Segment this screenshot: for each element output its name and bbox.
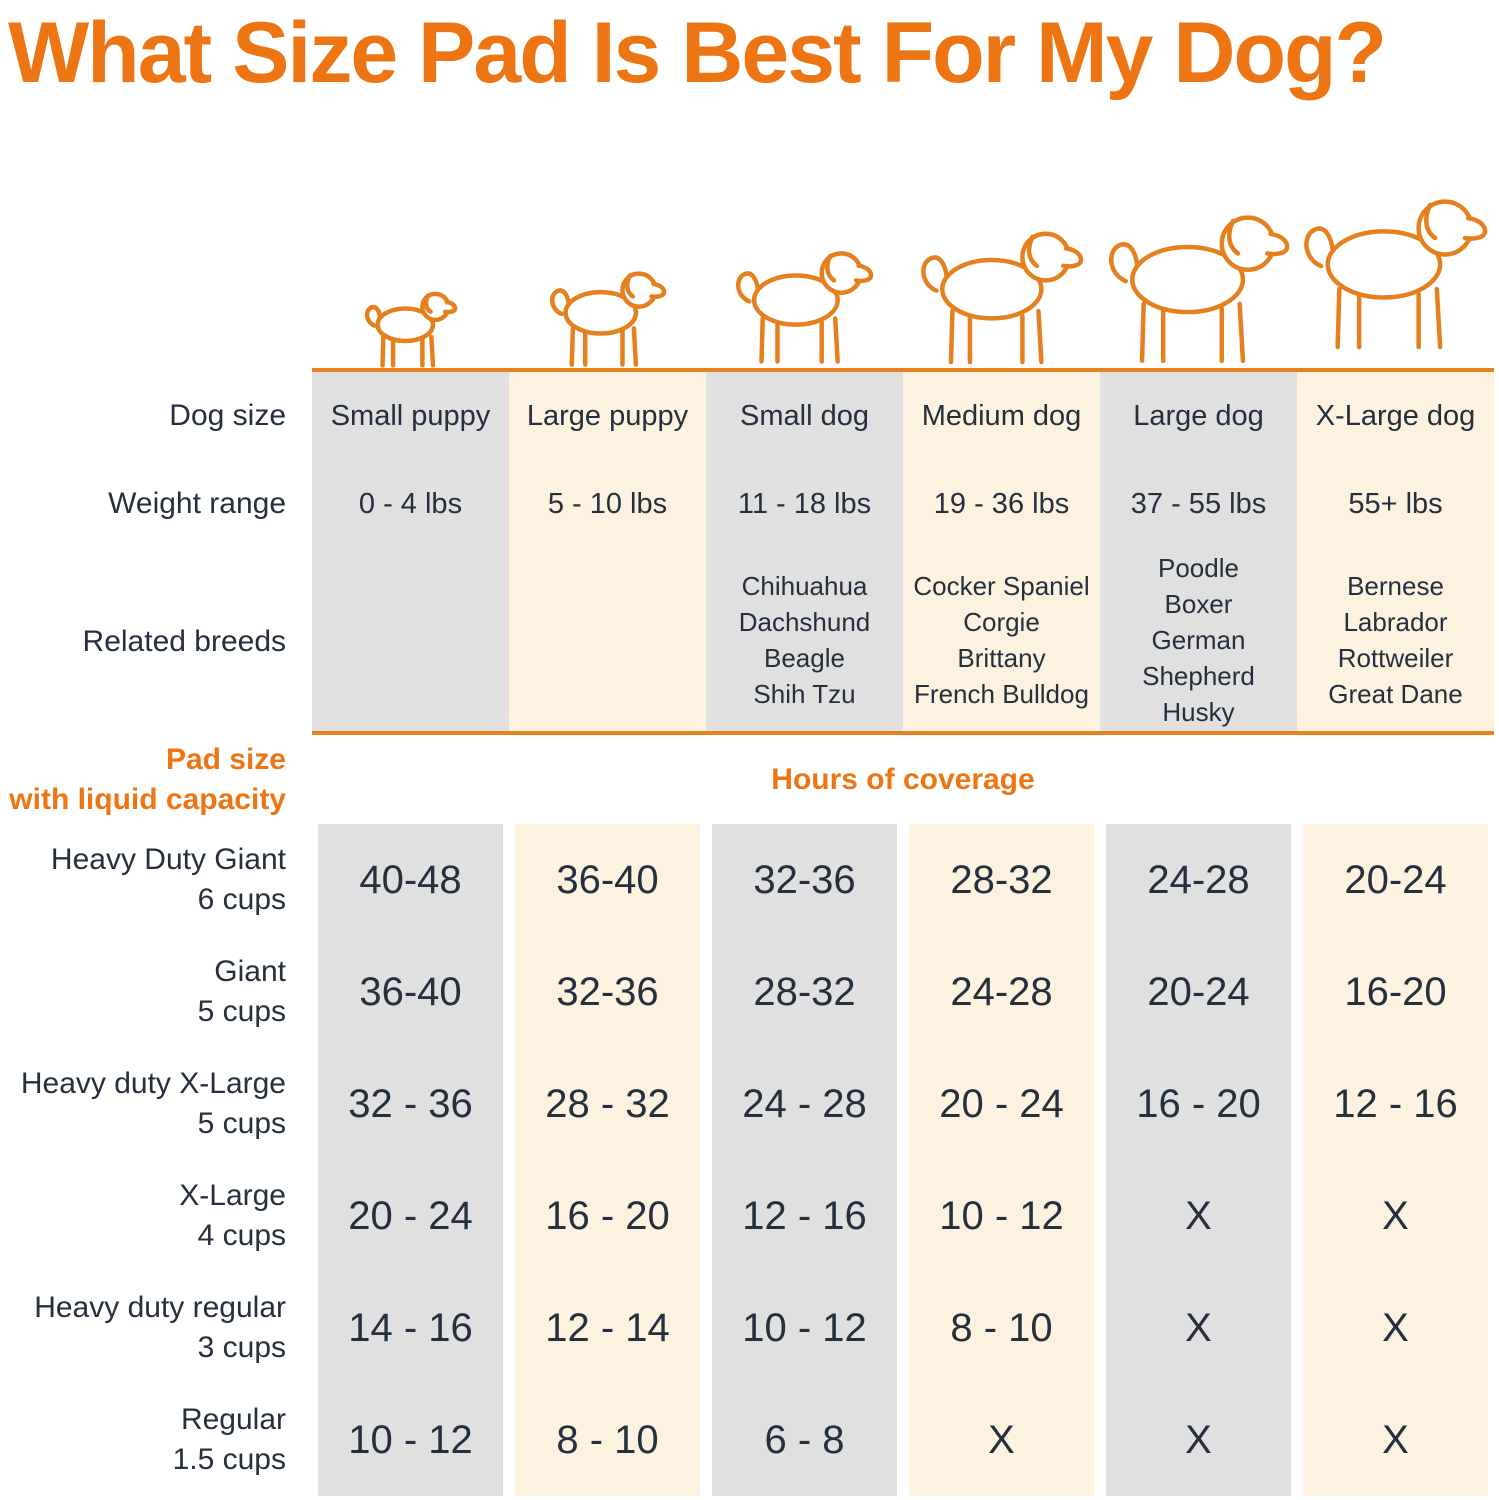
dog-illustrations-row [0, 165, 1494, 372]
pad-row-label: Heavy duty X-Large 5 cups [0, 1048, 312, 1160]
table-row-heavy-duty-x-large: Heavy duty X-Large 5 cups 32 - 36 28 - 3… [0, 1048, 1494, 1160]
table-row-giant: Giant 5 cups 36-40 32-36 28-32 24-28 20-… [0, 936, 1494, 1048]
weight-cell: 55+ lbs [1297, 460, 1494, 548]
coverage-cell: 36-40 [312, 936, 509, 1048]
weight-cell: 5 - 10 lbs [509, 460, 706, 548]
breeds-cell: Chihuahua Dachshund Beagle Shih Tzu [706, 548, 903, 735]
pad-row-label: Regular 1.5 cups [0, 1384, 312, 1496]
coverage-cell: X [1297, 1160, 1494, 1272]
coverage-cell: 36-40 [509, 824, 706, 936]
coverage-cell: 14 - 16 [312, 1272, 509, 1384]
coverage-cell: 20 - 24 [312, 1160, 509, 1272]
coverage-cell: 24-28 [903, 936, 1100, 1048]
related-breeds-row: Related breeds Chihuahua Dachshund Beagl… [0, 548, 1494, 735]
column-header-small-dog: Small dog [706, 372, 903, 460]
coverage-cell: X [1100, 1160, 1297, 1272]
coverage-cell: 12 - 16 [1297, 1048, 1494, 1160]
coverage-cell: 32 - 36 [312, 1048, 509, 1160]
coverage-cell: 32-36 [509, 936, 706, 1048]
coverage-cell: 24 - 28 [706, 1048, 903, 1160]
row-label-related-breeds: Related breeds [0, 548, 312, 735]
coverage-cell: 20-24 [1100, 936, 1297, 1048]
coverage-cell: 24-28 [1100, 824, 1297, 936]
section-header-row: Pad size with liquid capacity Hours of c… [0, 735, 1494, 824]
dog-size-row: Dog size Small puppy Large puppy Small d… [0, 372, 1494, 460]
small-puppy-icon [363, 288, 459, 368]
coverage-cell: X [1100, 1384, 1297, 1496]
table-row-heavy-duty-regular: Heavy duty regular 3 cups 14 - 16 12 - 1… [0, 1272, 1494, 1384]
size-table: Dog size Small puppy Large puppy Small d… [0, 165, 1494, 1496]
breeds-cell [509, 548, 706, 735]
column-header-small-puppy: Small puppy [312, 372, 509, 460]
column-header-large-puppy: Large puppy [509, 372, 706, 460]
x-large-dog-icon [1298, 174, 1493, 368]
coverage-cell: 20-24 [1297, 824, 1494, 936]
pad-row-label: Heavy Duty Giant 6 cups [0, 824, 312, 936]
coverage-cell: 8 - 10 [509, 1384, 706, 1496]
coverage-cell: X [1297, 1384, 1494, 1496]
weight-cell: 19 - 36 lbs [903, 460, 1100, 548]
coverage-cell: X [1100, 1272, 1297, 1384]
hours-of-coverage-header: Hours of coverage [312, 735, 1494, 824]
coverage-cell: 28-32 [706, 936, 903, 1048]
weight-cell: 0 - 4 lbs [312, 460, 509, 548]
coverage-cell: 12 - 14 [509, 1272, 706, 1384]
table-row-x-large: X-Large 4 cups 20 - 24 16 - 20 12 - 16 1… [0, 1160, 1494, 1272]
small-dog-icon [732, 242, 877, 368]
column-header-medium-dog: Medium dog [903, 372, 1100, 460]
breeds-cell [312, 548, 509, 735]
pad-row-label: Giant 5 cups [0, 936, 312, 1048]
coverage-cell: 28-32 [903, 824, 1100, 936]
breeds-cell: Poodle Boxer German Shepherd Husky [1100, 548, 1297, 735]
coverage-cell: 10 - 12 [706, 1272, 903, 1384]
column-header-x-large-dog: X-Large dog [1297, 372, 1494, 460]
coverage-cell: 10 - 12 [312, 1384, 509, 1496]
large-dog-icon [1103, 204, 1295, 368]
coverage-cell: 28 - 32 [509, 1048, 706, 1160]
pad-row-label: X-Large 4 cups [0, 1160, 312, 1272]
medium-dog-icon [916, 222, 1088, 368]
coverage-cell: 20 - 24 [903, 1048, 1100, 1160]
page-title: What Size Pad Is Best For My Dog? [8, 5, 1387, 101]
weight-range-row: Weight range 0 - 4 lbs 5 - 10 lbs 11 - 1… [0, 460, 1494, 548]
weight-cell: 37 - 55 lbs [1100, 460, 1297, 548]
column-header-large-dog: Large dog [1100, 372, 1297, 460]
coverage-cell: 10 - 12 [903, 1160, 1100, 1272]
coverage-cell: 16-20 [1297, 936, 1494, 1048]
dogs-row-spacer [0, 165, 312, 372]
coverage-cell: 16 - 20 [1100, 1048, 1297, 1160]
coverage-cell: 32-36 [706, 824, 903, 936]
coverage-cell: 6 - 8 [706, 1384, 903, 1496]
coverage-cell: X [1297, 1272, 1494, 1384]
coverage-cell: X [903, 1384, 1100, 1496]
breeds-cell: Cocker Spaniel Corgie Brittany French Bu… [903, 548, 1100, 735]
weight-cell: 11 - 18 lbs [706, 460, 903, 548]
coverage-cell: 12 - 16 [706, 1160, 903, 1272]
coverage-cell: 40-48 [312, 824, 509, 936]
pad-size-label: Pad size with liquid capacity [0, 735, 312, 824]
large-puppy-icon [547, 266, 669, 368]
table-row-regular: Regular 1.5 cups 10 - 12 8 - 10 6 - 8 X … [0, 1384, 1494, 1496]
row-label-dog-size: Dog size [0, 372, 312, 460]
table-row-heavy-duty-giant: Heavy Duty Giant 6 cups 40-48 36-40 32-3… [0, 824, 1494, 936]
row-label-weight-range: Weight range [0, 460, 312, 548]
breeds-cell: Bernese Labrador Rottweiler Great Dane [1297, 548, 1494, 735]
pad-row-label: Heavy duty regular 3 cups [0, 1272, 312, 1384]
coverage-cell: 8 - 10 [903, 1272, 1100, 1384]
coverage-cell: 16 - 20 [509, 1160, 706, 1272]
